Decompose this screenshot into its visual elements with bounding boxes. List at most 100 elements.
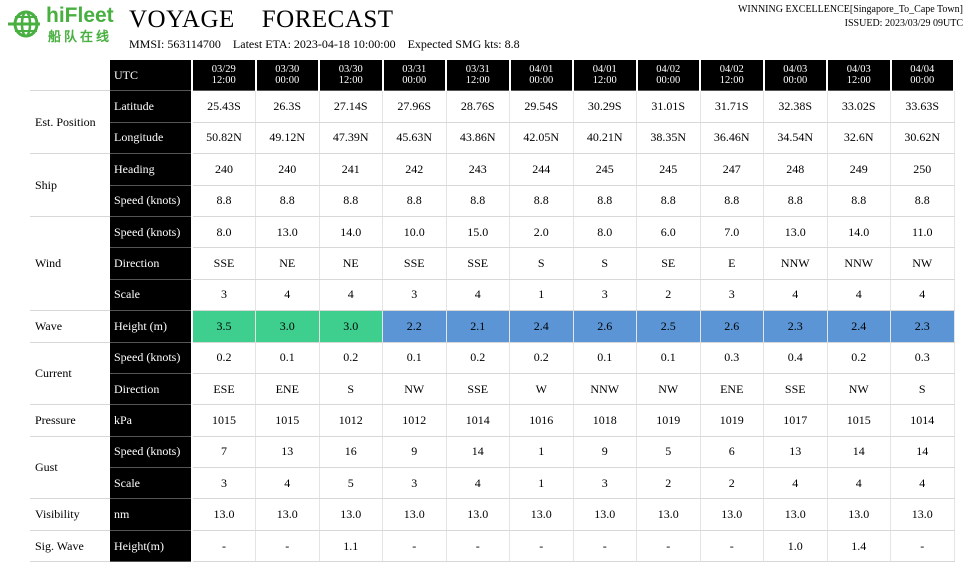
- parameter-label: kPa: [110, 404, 193, 437]
- expected-smg: Expected SMG kts: 8.8: [407, 37, 520, 51]
- value-cell: 43.86N: [446, 122, 510, 155]
- value-cell: 1: [509, 436, 574, 469]
- value-cell: 10.0: [382, 216, 447, 249]
- value-cell: 3.0: [255, 310, 320, 343]
- value-cell: 1015: [192, 404, 256, 437]
- issued-time: ISSUED: 2023/03/29 09UTC: [844, 18, 963, 29]
- row-visibility-nm: Visibility nm 13.0 13.0 13.0 13.0 13.0 13.0 13.0…: [30, 498, 955, 531]
- globe-logo-icon: [8, 10, 40, 38]
- value-cell: 0.2: [509, 342, 574, 374]
- value-cell: 0.3: [700, 342, 764, 374]
- value-cell: 1019: [700, 404, 764, 437]
- utc-time-cell: 04/02 12:00: [700, 60, 765, 92]
- value-cell: 1018: [573, 404, 637, 437]
- value-cell: 4: [763, 279, 828, 312]
- value-cell: 9: [382, 436, 447, 469]
- value-cell: -: [446, 530, 510, 563]
- value-cell: 2.0: [509, 216, 574, 249]
- value-cell: 33.02S: [827, 90, 891, 123]
- value-cell: 7.0: [700, 216, 764, 249]
- value-cell: 248: [763, 153, 828, 186]
- value-cell: 25.43S: [192, 90, 256, 123]
- value-cell: 2: [636, 279, 701, 312]
- value-cell: 3.5: [192, 310, 256, 343]
- value-cell: SSE: [192, 247, 256, 280]
- utc-hour: 00:00: [910, 75, 935, 87]
- value-cell: 6: [700, 436, 764, 469]
- group-label: Sig. Wave: [30, 530, 110, 563]
- value-cell: 1012: [382, 404, 447, 437]
- value-cell: 13.0: [636, 498, 701, 531]
- value-cell: 244: [509, 153, 574, 186]
- value-cell: 13.0: [192, 498, 256, 531]
- value-cell: 4: [255, 467, 320, 500]
- value-cell: -: [700, 530, 764, 563]
- value-cell: NNW: [573, 373, 637, 406]
- value-cell: 40.21N: [573, 122, 637, 155]
- value-cell: 13.0: [763, 216, 828, 249]
- group-label: Wind: [30, 216, 110, 312]
- value-cell: 250: [890, 153, 955, 186]
- value-cell: 13: [763, 436, 828, 469]
- value-cell: 1.4: [827, 530, 891, 563]
- row-pressure-kpa: Pressure kPa 1015 1015 1012 1012 1014 1016 1018 1…: [30, 404, 955, 437]
- group-label: Ship: [30, 153, 110, 217]
- value-cell: 11.0: [890, 216, 955, 249]
- value-cell: 0.1: [636, 342, 701, 374]
- value-cell: 2.3: [890, 310, 955, 343]
- value-cell: 8.8: [382, 185, 447, 217]
- utc-hour: 12:00: [719, 75, 744, 87]
- value-cell: 15.0: [446, 216, 510, 249]
- value-cell: ENE: [700, 373, 764, 406]
- value-cell: NW: [827, 373, 891, 406]
- group-label: Pressure: [30, 404, 110, 437]
- value-cell: 8.8: [192, 185, 256, 217]
- latest-eta: Latest ETA: 2023-04-18 10:00:00: [232, 37, 396, 51]
- value-cell: 38.35N: [636, 122, 701, 155]
- row-sig-wave-height-m: Sig. Wave Height(m) - -1.1- - - - - -1.0 1.4-: [30, 530, 955, 563]
- value-cell: 241: [319, 153, 383, 186]
- parameter-label: Heading: [110, 153, 193, 186]
- value-cell: 16: [319, 436, 383, 469]
- value-cell: ESE: [192, 373, 256, 406]
- value-cell: 29.54S: [509, 90, 574, 123]
- value-cell: NNW: [763, 247, 828, 280]
- utc-date: 03/29: [211, 64, 236, 76]
- value-cell: 1012: [319, 404, 383, 437]
- value-cell: 1.0: [763, 530, 828, 563]
- value-cell: 32.38S: [763, 90, 828, 123]
- row-wind-direction: Direction SSE NE NE SSE SSE S S SE E NNW NNW NW: [30, 247, 955, 280]
- row-ship-speed-knots: Speed (knots) 8.8 8.8 8.8 8.8 8.8 8.8 8.8 8.8 8.8…: [30, 185, 955, 217]
- voyage-summary: MMSI: 563114700 Latest ETA: 2023-04-18 10…: [129, 37, 532, 52]
- value-cell: 49.12N: [255, 122, 320, 155]
- value-cell: -: [636, 530, 701, 563]
- value-cell: 32.6N: [827, 122, 891, 155]
- value-cell: 13.0: [763, 498, 828, 531]
- row-est-position-longitude: Longitude 50.82N 49.12N 47.39N 45.63N 43.86N 4…: [30, 122, 955, 155]
- value-cell: S: [573, 247, 637, 280]
- mmsi: MMSI: 563114700: [129, 37, 221, 51]
- value-cell: NNW: [827, 247, 891, 280]
- row-wind-scale: Scale 3 4 4 3 4 1 3 2 3 4 4 4: [30, 279, 955, 312]
- value-cell: 0.2: [827, 342, 891, 374]
- value-cell: 6.0: [636, 216, 701, 249]
- value-cell: NE: [255, 247, 320, 280]
- value-cell: NW: [890, 247, 955, 280]
- value-cell: 1: [509, 467, 574, 500]
- value-cell: 13.0: [573, 498, 637, 531]
- utc-date: 03/30: [338, 64, 363, 76]
- vessel-route: WINNING EXCELLENCE[Singapore_To_Cape Tow…: [737, 4, 963, 15]
- utc-date: 03/30: [275, 64, 300, 76]
- value-cell: 13.0: [509, 498, 574, 531]
- value-cell: E: [700, 247, 764, 280]
- value-cell: 0.2: [446, 342, 510, 374]
- value-cell: 30.62N: [890, 122, 955, 155]
- utc-hour: 00:00: [656, 75, 681, 87]
- utc-time-cell: 03/31 00:00: [382, 60, 447, 92]
- utc-time-cell: 03/30 00:00: [255, 60, 320, 92]
- value-cell: 1.1: [319, 530, 383, 563]
- utc-hour: 12:00: [592, 75, 617, 87]
- row-gust-speed-knots: Gust Speed (knots) 7 13 16 9 14 1 9 5 6 13 14 14: [30, 436, 955, 500]
- value-cell: 8.8: [319, 185, 383, 217]
- value-cell: 1: [509, 279, 574, 312]
